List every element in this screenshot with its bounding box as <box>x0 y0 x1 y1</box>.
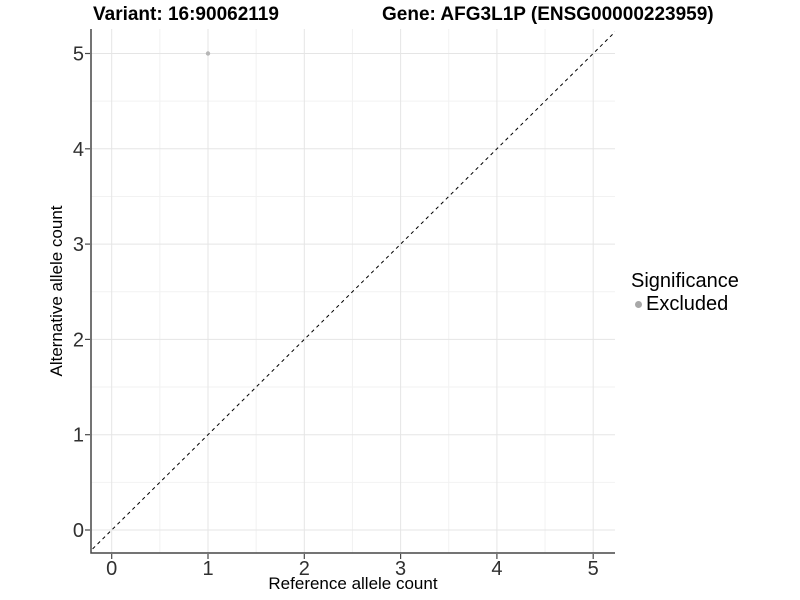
y-tick-label: 5 <box>73 44 84 66</box>
legend-title: Significance <box>631 270 739 292</box>
x-tick-label: 4 <box>491 558 502 580</box>
y-tick-label: 2 <box>73 329 84 351</box>
y-tick-label: 1 <box>73 425 84 447</box>
x-tick-label: 2 <box>299 558 310 580</box>
legend-item-excluded: Excluded <box>631 293 739 315</box>
legend-item-label: Excluded <box>646 293 729 315</box>
x-tick-label: 5 <box>588 558 599 580</box>
x-tick-label: 0 <box>106 558 117 580</box>
y-tick-label: 3 <box>73 234 84 256</box>
legend-key-dot-icon <box>635 300 642 308</box>
x-tick-label: 3 <box>395 558 406 580</box>
legend: Significance Excluded <box>631 270 739 315</box>
plot-title-variant: Variant: 16:90062119 <box>93 4 279 25</box>
axis-lines <box>90 29 615 554</box>
x-tick-label: 1 <box>202 558 213 580</box>
data-point <box>205 51 211 56</box>
y-tick-label: 4 <box>73 139 84 161</box>
identity-line <box>91 31 615 552</box>
y-tick-label: 0 <box>73 520 84 542</box>
plot-title-gene: Gene: AFG3L1P (ENSG00000223959) <box>382 4 714 25</box>
y-axis-title: Alternative allele count <box>47 205 66 377</box>
x-axis-title: Reference allele count <box>268 574 438 593</box>
